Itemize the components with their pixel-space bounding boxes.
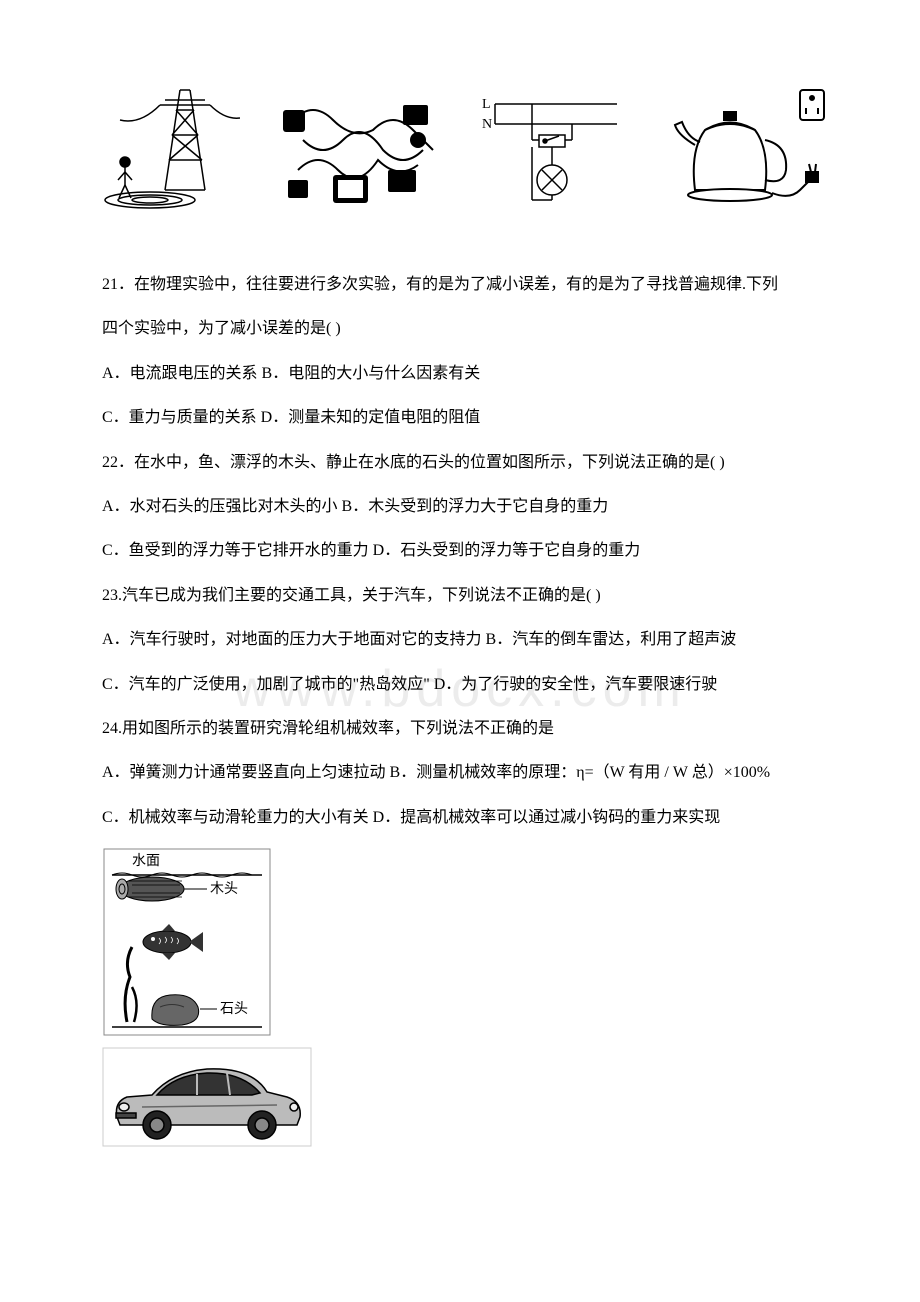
- figure-car: [102, 1047, 312, 1147]
- figure-tangled-cords: [273, 80, 443, 220]
- svg-text:N: N: [482, 117, 492, 132]
- q23-stem: 23.汽车已成为我们主要的交通工具，关于汽车，下列说法不正确的是( ): [70, 581, 850, 611]
- svg-text:L: L: [482, 97, 491, 112]
- water-surface-label: 水面: [132, 853, 160, 869]
- figure-power-tower: [90, 80, 240, 220]
- q21-options-row2: C．重力与质量的关系 D．测量未知的定值电阻的阻值: [70, 403, 850, 433]
- q22-options-row1: A．水对石头的压强比对木头的小 B．木头受到的浮力大于它自身的重力: [70, 492, 850, 522]
- q22-stem: 22．在水中，鱼、漂浮的木头、静止在水底的石头的位置如图所示，下列说法正确的是(…: [70, 448, 850, 478]
- q24-stem: 24.用如图所示的装置研究滑轮组机械效率，下列说法不正确的是: [70, 714, 850, 744]
- figure-circuit-lamp: L N: [477, 80, 627, 220]
- top-figure-row: L N: [70, 80, 850, 220]
- q23-options-row1: A．汽车行驶时，对地面的压力大于地面对它的支持力 B．汽车的倒车雷达，利用了超声…: [70, 625, 850, 655]
- q24-options-row1: A．弹簧测力计通常要竖直向上匀速拉动 B．测量机械效率的原理：η=（W 有用 /…: [70, 758, 850, 788]
- bottom-figures: 水面 木头: [102, 847, 850, 1147]
- q22-options-row2: C．鱼受到的浮力等于它排开水的重力 D．石头受到的浮力等于它自身的重力: [70, 536, 850, 566]
- figure-water-scene: 水面 木头: [102, 847, 272, 1037]
- stone-label: 石头: [220, 1001, 248, 1017]
- page-content: L N: [70, 80, 850, 1147]
- q23-options-row2: C．汽车的广泛使用，加剧了城市的"热岛效应" D．为了行驶的安全性，汽车要限速行…: [70, 670, 850, 700]
- figure-kettle-socket: [660, 80, 830, 220]
- q21-options-row1: A．电流跟电压的关系 B．电阻的大小与什么因素有关: [70, 359, 850, 389]
- wood-label: 木头: [210, 881, 238, 897]
- q21-stem-line2: 四个实验中，为了减小误差的是( ): [70, 314, 850, 344]
- q21-stem-line1: 21．在物理实验中，往往要进行多次实验，有的是为了减小误差，有的是为了寻找普遍规…: [70, 270, 850, 300]
- q24-options-row2: C．机械效率与动滑轮重力的大小有关 D．提高机械效率可以通过减小钩码的重力来实现: [70, 803, 850, 833]
